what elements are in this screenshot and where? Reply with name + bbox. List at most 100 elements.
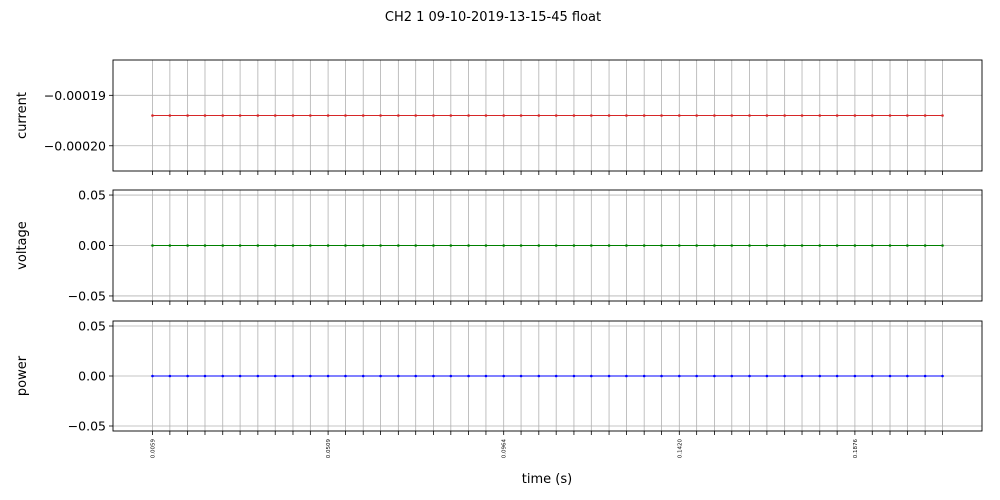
- data-point: [818, 114, 822, 117]
- data-point: [203, 114, 207, 117]
- data-point: [660, 374, 663, 378]
- y-tick-label: 0.00: [78, 369, 106, 384]
- data-point: [414, 374, 418, 378]
- data-point: [379, 114, 382, 117]
- y-tick-label: −0.00020: [44, 138, 106, 153]
- data-point: [291, 114, 295, 117]
- data-point: [923, 244, 927, 247]
- data-point: [941, 114, 944, 117]
- data-point: [432, 244, 435, 247]
- axes-frame: [112, 59, 983, 172]
- data-point: [607, 114, 611, 117]
- axes-frame: [112, 189, 983, 302]
- data-point: [467, 244, 470, 247]
- panels: −0.00019 −0.00020 current 0.05 0.00 −0.05 volt…: [15, 59, 983, 459]
- data-point: [870, 114, 874, 117]
- data-point: [783, 374, 786, 378]
- data-point: [853, 374, 857, 378]
- data-point: [765, 374, 769, 378]
- y-axis-label: voltage: [15, 221, 30, 270]
- data-point: [835, 114, 839, 117]
- data-point: [800, 244, 804, 247]
- data-point: [397, 114, 400, 117]
- data-point: [800, 374, 804, 378]
- data-point: [168, 114, 172, 117]
- y-tick-label: 0.05: [78, 319, 106, 334]
- data-point: [853, 114, 857, 117]
- data-point: [449, 114, 453, 117]
- data-point: [291, 374, 295, 378]
- data-point: [642, 374, 646, 378]
- data-point: [677, 114, 681, 117]
- data-point: [625, 244, 628, 247]
- data-point: [502, 244, 505, 247]
- y-tick-label: 0.05: [78, 188, 106, 203]
- data-point: [677, 244, 681, 247]
- data-point: [765, 244, 769, 247]
- data-point: [256, 244, 260, 247]
- data-point: [590, 374, 593, 378]
- data-point: [168, 244, 172, 247]
- data-point: [361, 244, 365, 247]
- data-point: [835, 374, 839, 378]
- data-point: [853, 244, 857, 247]
- data-point: [484, 114, 488, 117]
- data-point: [572, 374, 576, 378]
- data-point: [800, 114, 804, 117]
- panel-current: −0.00019 −0.00020 current: [15, 59, 983, 175]
- y-axis-label: power: [15, 355, 30, 396]
- data-point: [256, 374, 260, 378]
- data-point: [186, 244, 189, 247]
- data-point: [818, 244, 822, 247]
- data-point: [906, 374, 909, 378]
- data-point: [273, 244, 277, 247]
- data-point: [765, 114, 769, 117]
- data-point: [221, 244, 225, 247]
- data-point: [941, 244, 944, 247]
- data-point: [748, 374, 751, 378]
- data-point: [519, 244, 523, 247]
- data-point: [783, 114, 786, 117]
- data-point: [273, 374, 277, 378]
- data-point: [748, 114, 751, 117]
- data-point: [238, 374, 242, 378]
- data-point: [432, 374, 435, 378]
- data-point: [888, 114, 892, 117]
- data-point: [713, 244, 716, 247]
- data-point: [502, 374, 505, 378]
- data-point: [572, 244, 576, 247]
- data-point: [730, 114, 734, 117]
- data-point: [906, 244, 909, 247]
- data-point: [835, 244, 839, 247]
- data-point: [379, 244, 382, 247]
- data-point: [537, 114, 541, 117]
- data-point: [186, 114, 189, 117]
- x-tick-label: 0.1420: [677, 439, 683, 459]
- x-tick-label: 0.0059: [151, 439, 157, 459]
- data-point: [397, 374, 400, 378]
- data-point: [221, 114, 225, 117]
- x-tick-label: 0.0509: [326, 439, 332, 459]
- data-point: [326, 244, 330, 247]
- x-tick-label: 0.1876: [853, 439, 859, 459]
- data-point: [221, 374, 225, 378]
- y-axis-label: current: [15, 92, 30, 139]
- y-tick-label: −0.05: [68, 288, 106, 303]
- data-point: [748, 244, 751, 247]
- data-point: [238, 114, 242, 117]
- data-point: [502, 114, 505, 117]
- data-point: [256, 114, 260, 117]
- data-point: [660, 114, 663, 117]
- data-point: [695, 374, 698, 378]
- data-point: [923, 114, 927, 117]
- data-point: [870, 374, 874, 378]
- data-point: [151, 374, 154, 378]
- data-point: [642, 114, 646, 117]
- axes-frame: [112, 320, 983, 432]
- data-point: [590, 114, 593, 117]
- panel-power: 0.05 0.00 −0.05 power 0.0059 0.0509 0.0964 0.14…: [15, 319, 983, 459]
- data-point: [379, 374, 382, 378]
- data-point: [607, 374, 611, 378]
- data-point: [309, 114, 312, 117]
